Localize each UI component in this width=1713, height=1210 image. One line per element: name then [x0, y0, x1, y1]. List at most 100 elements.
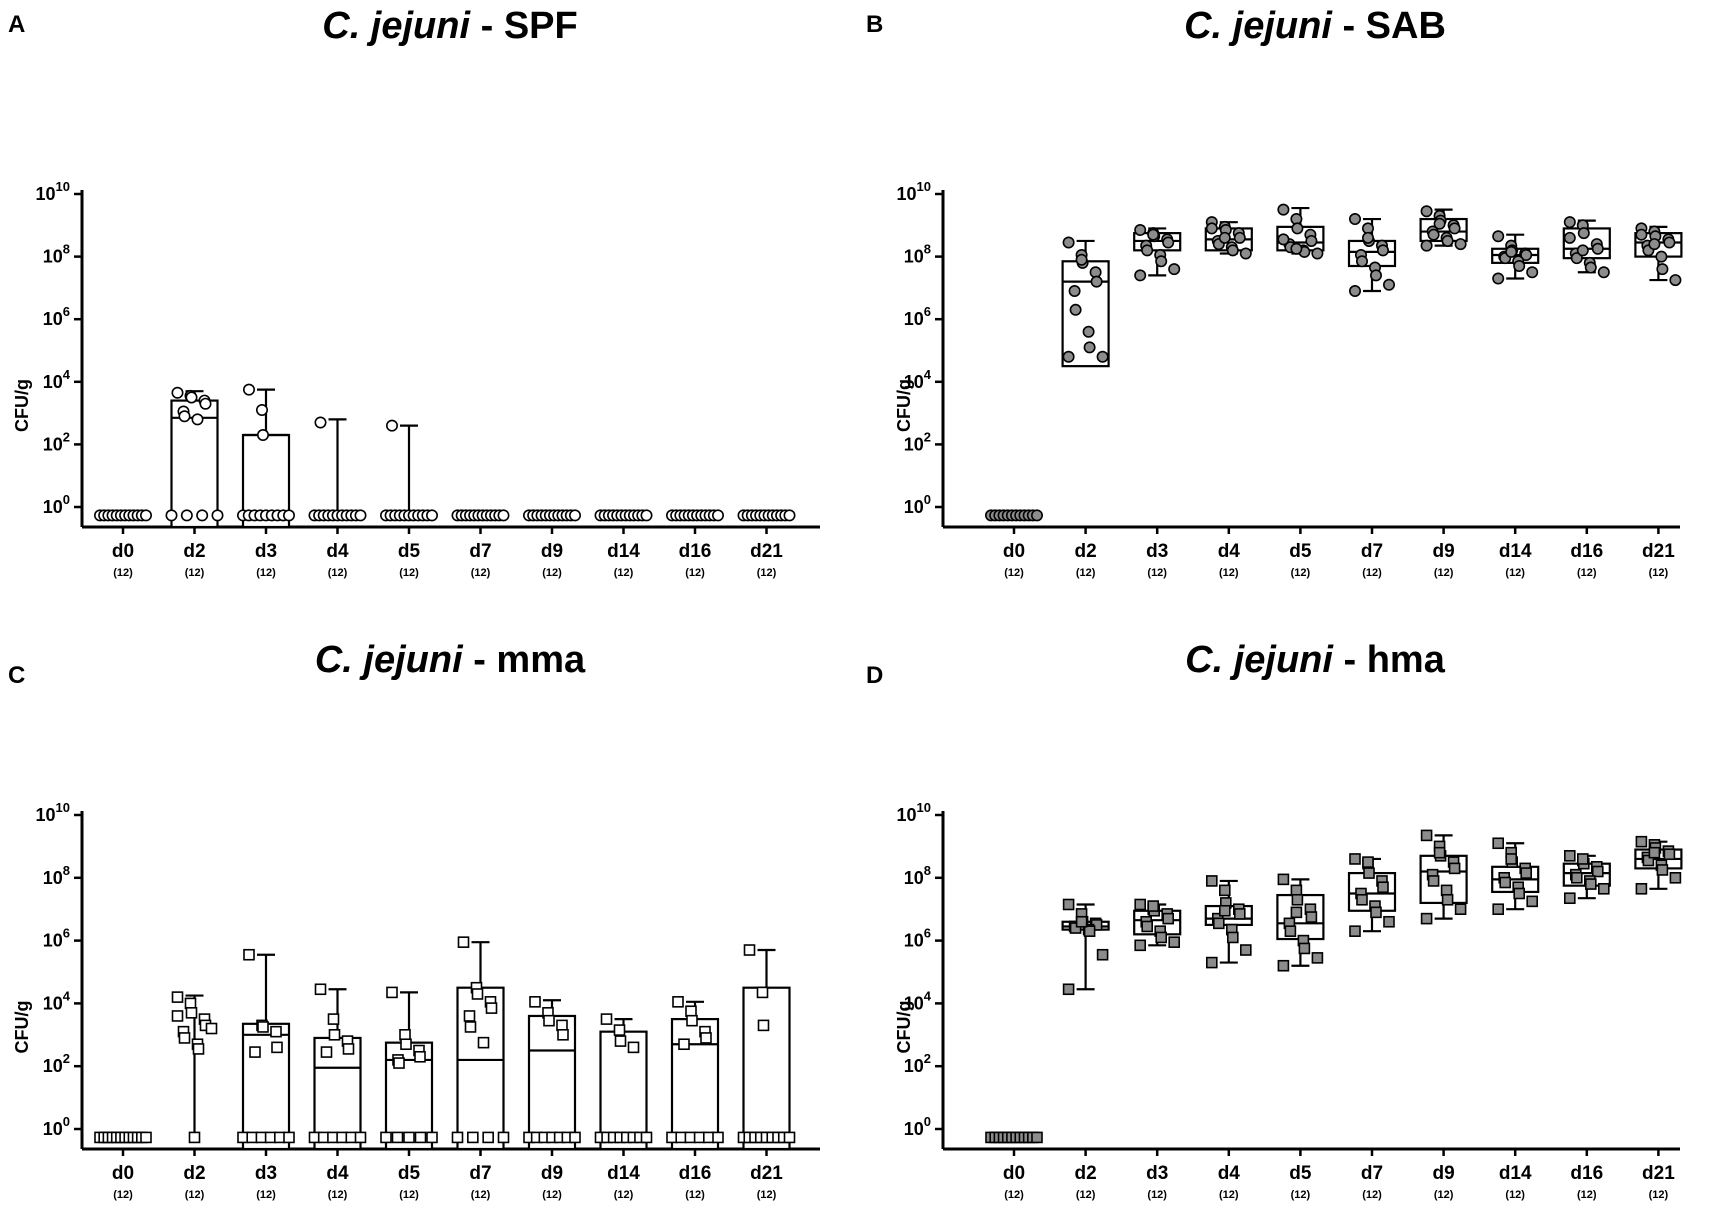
data-point	[1096, 948, 1109, 961]
x-n-label: (12)	[1076, 1189, 1096, 1201]
x-tick-label: d14	[1499, 541, 1532, 562]
data-point	[1290, 906, 1303, 919]
y-tick-label: 100	[904, 1114, 931, 1139]
x-n-label: (12)	[1291, 567, 1311, 579]
data-point	[255, 403, 268, 416]
data-point	[1311, 952, 1324, 964]
y-tick-label: 106	[904, 304, 931, 329]
data-point	[1068, 285, 1081, 298]
y-tick-base: 10	[904, 434, 924, 454]
x-tick-label: d0	[1003, 1163, 1025, 1184]
data-point	[1655, 250, 1668, 263]
x-tick-label: d0	[112, 1163, 134, 1184]
series-d0	[984, 509, 1044, 522]
panel-c: C C. jejuni - mma1001021041061081010CFU/g…	[8, 639, 820, 1201]
x-n-label: (12)	[1577, 1189, 1597, 1201]
data-point	[1356, 893, 1368, 906]
series-d7	[1347, 853, 1397, 937]
data-point	[757, 1019, 770, 1032]
series-d0	[985, 1131, 1043, 1144]
x-n-label: (12)	[399, 1189, 419, 1201]
series-d14	[1491, 837, 1540, 916]
series-d21	[737, 509, 796, 522]
data-point	[1526, 266, 1539, 279]
chart-title-group: - hma	[1333, 639, 1446, 681]
data-point	[1134, 939, 1146, 952]
x-tick-label: d2	[183, 1163, 205, 1184]
x-tick-label: d5	[398, 1163, 421, 1184]
y-tick-label: 1010	[36, 179, 71, 204]
data-point	[256, 429, 269, 442]
x-n-label: (12)	[1505, 567, 1525, 579]
x-n-label: (12)	[1577, 567, 1597, 579]
data-point	[1147, 228, 1160, 241]
data-point	[1075, 915, 1088, 928]
data-point	[569, 1131, 581, 1144]
series-d21	[737, 944, 796, 1151]
series-d4	[308, 416, 367, 522]
y-tick-exponent: 0	[924, 492, 931, 507]
data-point	[1420, 205, 1433, 218]
series-d16	[1562, 216, 1611, 279]
y-tick-label: 104	[43, 988, 71, 1013]
x-n-label: (12)	[1147, 567, 1167, 579]
data-point	[1305, 911, 1318, 923]
data-point	[1635, 882, 1648, 895]
x-n-label: (12)	[1291, 1189, 1311, 1201]
y-tick-label: 100	[43, 492, 70, 517]
series-d7	[451, 509, 510, 522]
series-d0	[94, 509, 153, 522]
chart-title: C. jejuni - SPF	[322, 5, 577, 47]
x-n-label: (12)	[328, 1189, 348, 1201]
data-point	[1291, 222, 1304, 235]
data-point	[1134, 269, 1147, 282]
x-n-label: (12)	[685, 567, 705, 579]
data-point	[1162, 912, 1174, 925]
panel-letter: C	[8, 662, 25, 689]
data-point	[184, 997, 197, 1010]
data-point	[1083, 341, 1096, 354]
x-n-label: (12)	[113, 1189, 133, 1201]
data-point	[1291, 893, 1304, 906]
data-point	[1663, 236, 1676, 249]
series-d16	[666, 996, 724, 1151]
data-point	[188, 1131, 201, 1144]
x-tick-label: d14	[607, 541, 640, 562]
data-point	[1526, 895, 1538, 908]
y-tick-label: 100	[904, 492, 931, 517]
data-point	[457, 936, 470, 948]
x-tick-label: d2	[1075, 541, 1097, 562]
y-axis-label: CFU/g	[894, 379, 914, 432]
y-tick-label: 106	[904, 926, 931, 951]
data-point	[171, 386, 184, 399]
y-axis-label: CFU/g	[894, 1001, 914, 1054]
y-tick-base: 10	[43, 1056, 63, 1076]
y-tick-base: 10	[36, 805, 56, 825]
x-n-label: (12)	[185, 567, 205, 579]
y-tick-base: 10	[904, 993, 924, 1013]
y-tick-exponent: 0	[63, 492, 70, 507]
x-tick-label: d16	[1570, 1163, 1603, 1184]
data-point	[1648, 846, 1661, 859]
x-n-label: (12)	[757, 1189, 777, 1201]
series-d2	[165, 386, 224, 529]
y-tick-label: 1010	[36, 800, 71, 825]
y-tick-base: 10	[43, 993, 63, 1013]
data-point	[712, 1131, 724, 1144]
y-tick-base: 10	[904, 868, 924, 888]
data-point	[1505, 853, 1517, 865]
data-point	[1155, 255, 1168, 268]
x-tick-label: d0	[1003, 541, 1025, 562]
data-point	[393, 1057, 405, 1069]
y-tick-label: 102	[904, 429, 931, 454]
data-point	[271, 1041, 283, 1054]
series-d7	[451, 936, 510, 1151]
data-point	[270, 1025, 282, 1038]
x-tick-label: d21	[750, 541, 783, 562]
data-point	[1492, 272, 1505, 285]
x-tick-label: d2	[1075, 1163, 1097, 1184]
data-point	[1168, 936, 1180, 948]
data-point	[467, 1131, 479, 1144]
y-tick-exponent: 2	[924, 429, 931, 444]
data-point	[1363, 867, 1375, 879]
